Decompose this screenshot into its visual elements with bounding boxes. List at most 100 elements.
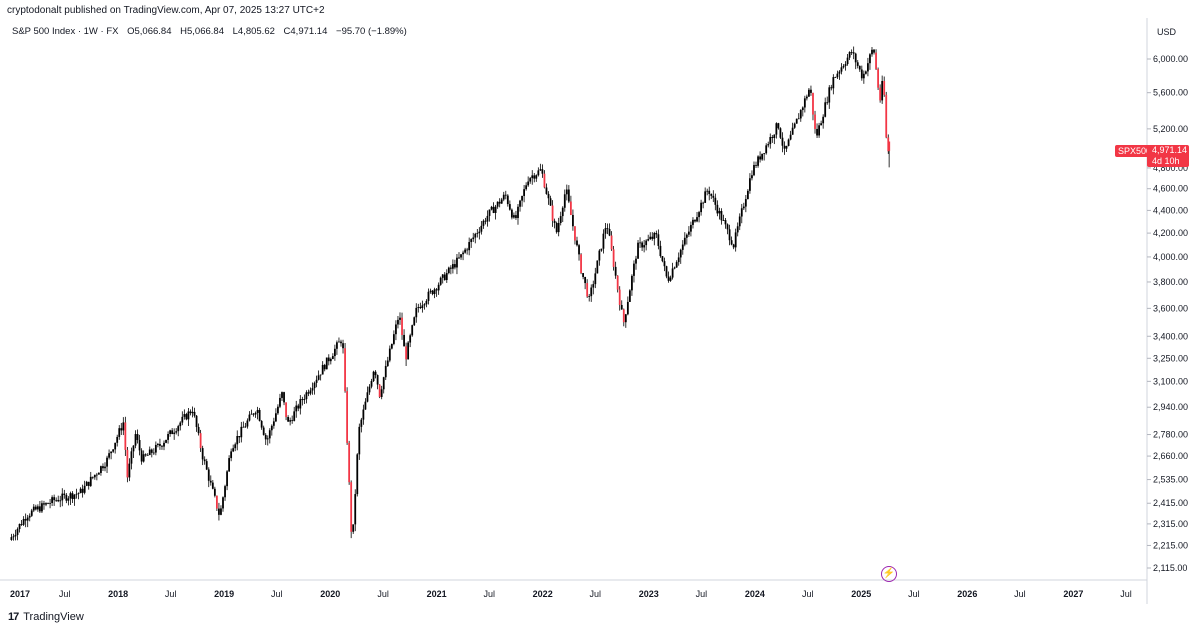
candle-body <box>724 220 727 225</box>
candle-body <box>478 231 481 234</box>
candle-body <box>814 114 816 129</box>
candle-body <box>738 216 741 227</box>
candle-body <box>22 518 25 525</box>
x-tick-label: Jul <box>696 589 708 599</box>
candle-body <box>498 201 501 204</box>
candle-body <box>578 245 580 255</box>
candle-body <box>671 268 674 278</box>
candle-body <box>606 228 609 230</box>
y-tick-label: 4,600.00 <box>1153 184 1188 194</box>
y-tick-label: 2,115.00 <box>1153 563 1187 573</box>
candle-body <box>805 96 808 99</box>
candle-body <box>118 428 121 437</box>
candle-body <box>254 412 257 415</box>
candle-body <box>864 71 867 74</box>
y-tick-label: 6,000.00 <box>1153 54 1188 64</box>
lightning-icon[interactable]: ⚡ <box>881 566 897 582</box>
candle-body <box>134 434 137 446</box>
candle-body <box>712 195 715 198</box>
candle-body <box>311 388 314 391</box>
candle-body <box>490 206 493 210</box>
candle-body <box>12 536 15 538</box>
candle-body <box>602 233 605 249</box>
candle-body <box>789 134 792 140</box>
candle-body <box>704 191 707 203</box>
candle-body <box>466 249 469 251</box>
y-tick-label: 3,100.00 <box>1153 376 1188 386</box>
current-price-value: 4,971.14 <box>1152 145 1188 155</box>
candle-body <box>344 348 346 392</box>
candle-body <box>647 239 650 241</box>
ohlc-legend: S&P 500 Index · 1W · FX O5,066.84 H5,066… <box>12 26 413 37</box>
candle-body <box>364 401 367 410</box>
candle-body <box>765 145 768 154</box>
candle-body <box>91 476 94 478</box>
y-tick-label: 3,600.00 <box>1153 303 1188 313</box>
x-tick-label: 2019 <box>214 589 234 599</box>
legend-high: H5,066.84 <box>180 26 224 37</box>
candle-body <box>702 202 705 204</box>
candle-body <box>382 377 385 390</box>
legend-symbol[interactable]: S&P 500 Index · 1W · FX <box>12 26 119 37</box>
candle-body <box>826 102 829 104</box>
y-tick-label: 2,415.00 <box>1153 498 1188 508</box>
candle-body <box>730 240 733 245</box>
candle-body <box>844 64 847 67</box>
candle-body <box>248 414 251 421</box>
candle-body <box>736 226 739 233</box>
candle-body <box>728 229 731 241</box>
candle-body <box>437 284 440 291</box>
candle-body <box>549 198 552 206</box>
candle-body <box>801 107 804 111</box>
candle-body <box>445 273 448 280</box>
x-tick-label: Jul <box>377 589 389 599</box>
candle-body <box>384 365 387 378</box>
candle-body <box>588 296 591 297</box>
candle-body <box>171 430 174 435</box>
candle-body <box>810 89 812 93</box>
candle-body <box>596 260 599 274</box>
candle-body <box>112 449 115 452</box>
publish-header: cryptodonalt published on TradingView.co… <box>7 5 325 16</box>
candle-body <box>43 503 45 505</box>
candle-body <box>352 524 355 532</box>
brand-name: TradingView <box>23 611 84 623</box>
candle-body <box>169 430 172 434</box>
time-axis[interactable]: 2017 Jul 2018 Jul 2019 Jul 2020 Jul 2021 Jul 2022 J… <box>10 589 1132 599</box>
candle-body <box>372 371 375 382</box>
candle-body <box>488 209 491 216</box>
candle-body <box>315 379 318 383</box>
candle-body <box>313 382 316 389</box>
candle-body <box>102 466 104 469</box>
candle-body <box>356 454 359 495</box>
candle-body <box>116 436 119 443</box>
price-axis[interactable]: 2,115.00 2,215.00 2,315.00 2,415.00 2,535.00… <box>1147 54 1188 573</box>
candle-body <box>462 252 464 255</box>
candle-body <box>63 493 66 495</box>
candle-body <box>376 375 379 385</box>
candle-body <box>51 497 54 504</box>
candle-body <box>213 488 216 496</box>
candle-body <box>108 453 110 458</box>
candle-body <box>146 454 149 456</box>
candle-body <box>10 537 13 540</box>
candle-body <box>604 228 607 234</box>
x-tick-label: Jul <box>1014 589 1026 599</box>
candle-body <box>79 488 82 494</box>
candle-body <box>454 264 456 268</box>
candle-body <box>663 261 666 267</box>
x-tick-label: Jul <box>165 589 177 599</box>
currency-label[interactable]: USD <box>1157 27 1177 37</box>
candle-body <box>824 102 827 117</box>
candle-body <box>818 125 820 136</box>
candle-body <box>690 224 692 232</box>
candle-body <box>205 461 208 470</box>
candle-body <box>45 503 47 505</box>
candle-body <box>767 144 770 146</box>
candle-body <box>104 466 106 469</box>
candle-body <box>187 411 190 420</box>
candle-body <box>879 87 882 101</box>
candle-body <box>620 304 623 310</box>
candle-body <box>598 250 601 261</box>
